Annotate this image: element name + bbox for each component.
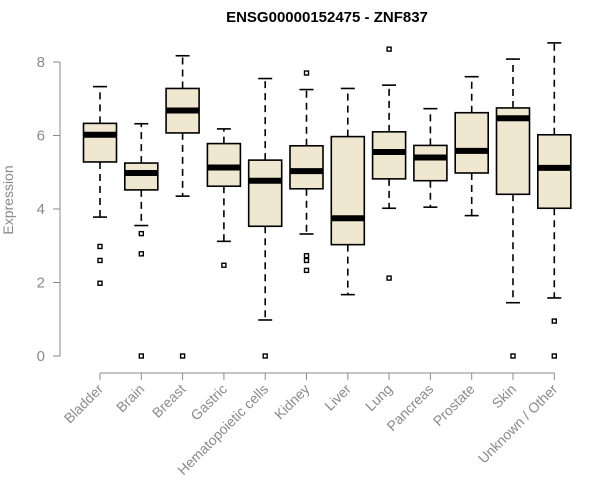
y-tick-label: 2 bbox=[37, 275, 45, 292]
y-axis: 0 2 4 6 8 bbox=[37, 54, 61, 365]
outlier-point bbox=[510, 353, 516, 359]
y-axis-label: Expression bbox=[0, 165, 16, 234]
x-tick-label: Kidney bbox=[271, 381, 313, 423]
y-tick-label: 8 bbox=[37, 54, 45, 71]
y-tick-label: 0 bbox=[37, 348, 45, 365]
box-kidney bbox=[289, 70, 324, 274]
iqr-box bbox=[371, 131, 407, 180]
box-breast bbox=[165, 54, 200, 359]
outlier-point bbox=[97, 257, 103, 264]
outlier-point bbox=[138, 353, 145, 359]
iqr-box bbox=[495, 107, 531, 196]
y-tick-label: 4 bbox=[37, 201, 45, 218]
x-tick-label: Brain bbox=[113, 381, 147, 415]
outlier-point bbox=[303, 267, 310, 274]
box-hematopoietic-cells bbox=[247, 77, 283, 359]
outlier-point bbox=[386, 46, 392, 52]
y-tick-label: 6 bbox=[37, 128, 45, 145]
iqr-box bbox=[247, 159, 283, 228]
x-tick-label: Skin bbox=[489, 381, 520, 412]
x-tick-label: Lung bbox=[362, 381, 395, 414]
outlier-point bbox=[97, 280, 103, 286]
outlier-point bbox=[138, 230, 145, 237]
outlier-point bbox=[97, 243, 103, 250]
x-tick-label: Breast bbox=[149, 381, 189, 421]
box-gastric bbox=[206, 128, 242, 268]
x-tick-label: Liver bbox=[321, 381, 354, 414]
outlier-point bbox=[551, 318, 557, 324]
box-bladder bbox=[82, 85, 118, 286]
box-liver bbox=[330, 87, 366, 296]
iqr-box bbox=[124, 162, 159, 191]
outlier-point bbox=[262, 353, 268, 359]
box-unknown-other bbox=[536, 42, 572, 359]
x-tick-label: Bladder bbox=[61, 381, 107, 427]
box-lung bbox=[371, 46, 407, 281]
outlier-point bbox=[303, 252, 310, 259]
box-pancreas bbox=[413, 107, 448, 208]
chart-title: ENSG00000152475 - ZNF837 bbox=[226, 9, 428, 26]
iqr-box bbox=[82, 122, 118, 163]
x-tick-label: Prostate bbox=[430, 381, 478, 429]
iqr-box bbox=[454, 111, 490, 174]
iqr-box bbox=[536, 133, 572, 210]
outlier-point bbox=[221, 262, 227, 268]
box-prostate bbox=[454, 75, 490, 217]
iqr-box bbox=[413, 144, 448, 182]
outlier-point bbox=[303, 70, 310, 76]
iqr-box bbox=[289, 144, 324, 190]
box-brain bbox=[124, 122, 159, 359]
outlier-point bbox=[303, 257, 310, 264]
outlier-point bbox=[386, 275, 392, 281]
iqr-box bbox=[330, 135, 366, 246]
outlier-point bbox=[179, 353, 186, 359]
boxes-group bbox=[82, 42, 572, 359]
outlier-point bbox=[551, 353, 557, 359]
box-skin bbox=[495, 58, 531, 359]
outlier-point bbox=[138, 251, 145, 257]
